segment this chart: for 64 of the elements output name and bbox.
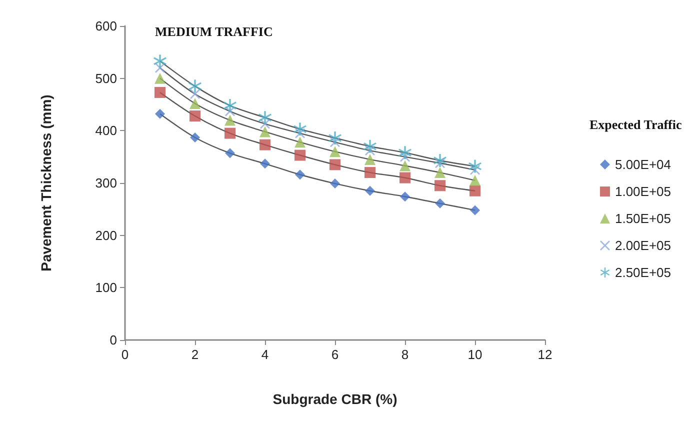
point [154,86,166,98]
y-tick-label: 100 [95,280,117,296]
point [365,186,375,196]
point [400,160,410,172]
point [434,167,446,178]
point [434,180,446,192]
point [224,114,236,126]
x-tick-label: 6 [331,347,339,362]
y-tick-label: 300 [95,176,117,190]
y-axis-title: Pavement Thickness (mm) [38,94,54,272]
point [260,158,270,169]
point [364,154,376,165]
point [328,131,342,144]
x-axis-title: Subgrade CBR (%) [272,391,398,407]
point [190,132,200,142]
y-tick-label: 400 [95,123,117,138]
point [190,98,200,109]
point [400,172,410,184]
y-tick-label: 200 [95,228,117,243]
legend-label: 1.00E+05 [614,184,672,199]
point [258,111,272,124]
point [330,146,340,158]
point [224,99,236,112]
x-tick-label: 10 [468,347,482,362]
point [470,185,480,196]
y-tick-label: 500 [95,70,117,86]
x-tick-label: 2 [191,347,199,362]
point [190,110,200,122]
point [435,198,445,208]
point [470,205,480,216]
legend-title: Expected Traffic [589,117,682,132]
legend-label: 2.50E+05 [614,265,672,280]
chart-title: MEDIUM TRAFFIC [155,24,273,39]
point [294,136,306,148]
point [225,148,235,158]
point [400,192,410,202]
point [364,140,376,153]
point [468,160,482,173]
x-tick-label: 4 [261,347,269,362]
point [398,146,412,160]
point [364,167,376,178]
point [188,80,202,93]
point [295,170,305,180]
x-tick-label: 0 [121,347,129,362]
y-tick-label: 0 [110,332,117,348]
point [224,128,236,139]
point [260,126,270,138]
legend-label: 1.50E+05 [614,211,672,226]
y-tick-label: 600 [95,18,117,34]
point [154,54,166,68]
point [294,150,306,161]
point [294,122,306,136]
point [155,108,165,119]
point [260,139,270,150]
point [154,72,166,84]
point [190,89,200,100]
legend-label: 2.00E+05 [614,238,672,253]
legend-label: 5.00E+04 [614,157,672,172]
point [434,154,446,167]
point [330,178,340,189]
point [330,159,340,170]
x-tick-label: 12 [538,347,552,362]
x-tick-label: 8 [401,347,409,362]
point [470,174,480,186]
